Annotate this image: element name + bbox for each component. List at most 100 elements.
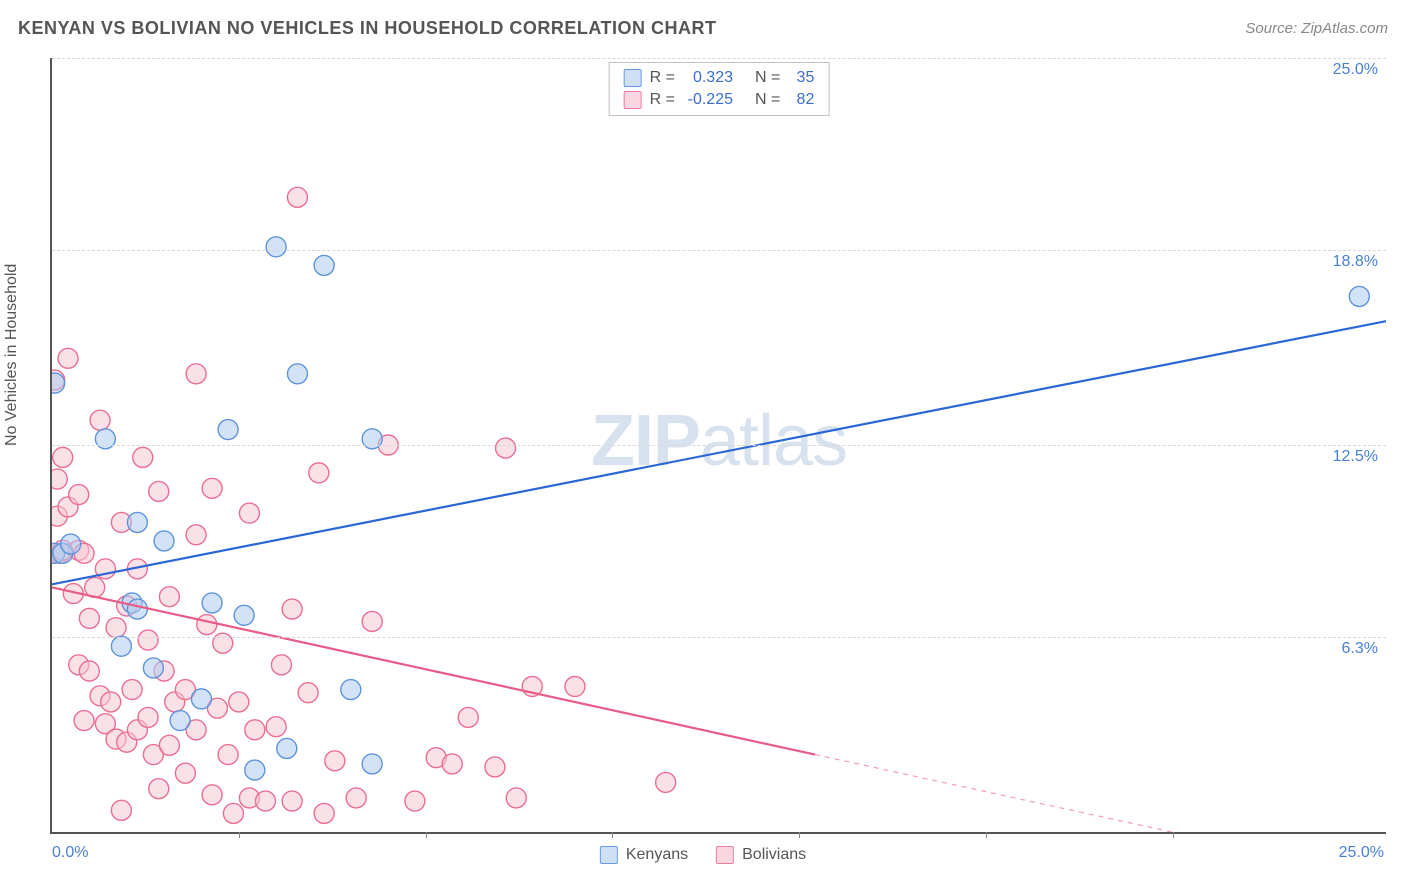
data-point [298,683,318,703]
trend-line-extrapolated [815,755,1386,832]
data-point [122,680,142,700]
data-point [458,707,478,727]
data-point [191,689,211,709]
r-label: R = [650,89,675,111]
legend-swatch [716,846,734,864]
data-point [442,754,462,774]
data-point [127,512,147,532]
data-point [69,485,89,505]
legend-swatch [624,91,642,109]
stats-legend: R = 0.323 N = 35R = -0.225N = 82 [609,62,830,116]
data-point [133,447,153,467]
data-point [197,615,217,635]
data-point [287,187,307,207]
data-point [496,438,516,458]
data-point [314,255,334,275]
data-point [341,680,361,700]
y-tick-label: 6.3% [1342,640,1378,658]
chart-area: ZIPatlas R = 0.323N = 35R = -0.225N = 82… [50,58,1386,834]
x-tick-mark [986,832,987,838]
source-credit: Source: ZipAtlas.com [1245,20,1388,37]
data-point [506,788,526,808]
x-tick-mark [799,832,800,838]
data-point [58,348,78,368]
n-label: N = [755,89,780,111]
data-point [314,803,334,823]
data-point [277,738,297,758]
data-point [266,237,286,257]
data-point [245,720,265,740]
data-point [282,599,302,619]
gridline [52,637,1386,638]
data-point [362,754,382,774]
data-point [218,745,238,765]
data-point [149,779,169,799]
data-point [346,788,366,808]
n-value: 35 [788,67,814,89]
stats-row: R = -0.225N = 82 [624,89,815,111]
n-value: 82 [788,89,814,111]
x-tick-mark [426,832,427,838]
gridline [52,445,1386,446]
data-point [202,593,222,613]
data-point [154,531,174,551]
x-tick-mark [239,832,240,838]
legend-label: Kenyans [626,846,688,864]
y-axis-label: No Vehicles in Household [3,264,21,446]
data-point [405,791,425,811]
page-title: KENYAN VS BOLIVIAN NO VEHICLES IN HOUSEH… [18,18,717,39]
x-axis-end-label: 25.0% [1339,844,1384,862]
legend-swatch [600,846,618,864]
data-point [143,658,163,678]
trend-line [52,321,1386,584]
gridline [52,58,1386,59]
data-point [271,655,291,675]
data-point [309,463,329,483]
data-point [74,711,94,731]
legend-label: Bolivians [742,846,806,864]
data-point [149,481,169,501]
legend-swatch [624,69,642,87]
data-point [61,534,81,554]
data-point [106,618,126,638]
data-point [245,760,265,780]
n-label: N = [755,67,780,89]
data-point [255,791,275,811]
legend-item: Kenyans [600,846,688,864]
data-point [111,636,131,656]
data-point [101,692,121,712]
data-point [362,611,382,631]
data-point [175,763,195,783]
data-point [287,364,307,384]
data-point [202,478,222,498]
data-point [218,420,238,440]
data-point [90,410,110,430]
r-value: 0.323 [683,67,733,89]
data-point [138,630,158,650]
data-point [234,605,254,625]
y-tick-label: 18.8% [1333,253,1378,271]
y-tick-label: 12.5% [1333,448,1378,466]
data-point [325,751,345,771]
data-point [282,791,302,811]
r-label: R = [650,67,675,89]
data-point [79,661,99,681]
data-point [79,608,99,628]
data-point [202,785,222,805]
legend-item: Bolivians [716,846,806,864]
data-point [266,717,286,737]
x-tick-mark [1173,832,1174,838]
data-point [186,364,206,384]
data-point [485,757,505,777]
data-point [127,599,147,619]
data-point [52,469,67,489]
data-point [186,525,206,545]
data-point [229,692,249,712]
data-point [111,800,131,820]
y-tick-label: 25.0% [1333,61,1378,79]
data-point [159,735,179,755]
data-point [565,676,585,696]
bottom-legend: Kenyans Bolivians [600,846,806,864]
data-point [170,711,190,731]
data-point [223,803,243,823]
